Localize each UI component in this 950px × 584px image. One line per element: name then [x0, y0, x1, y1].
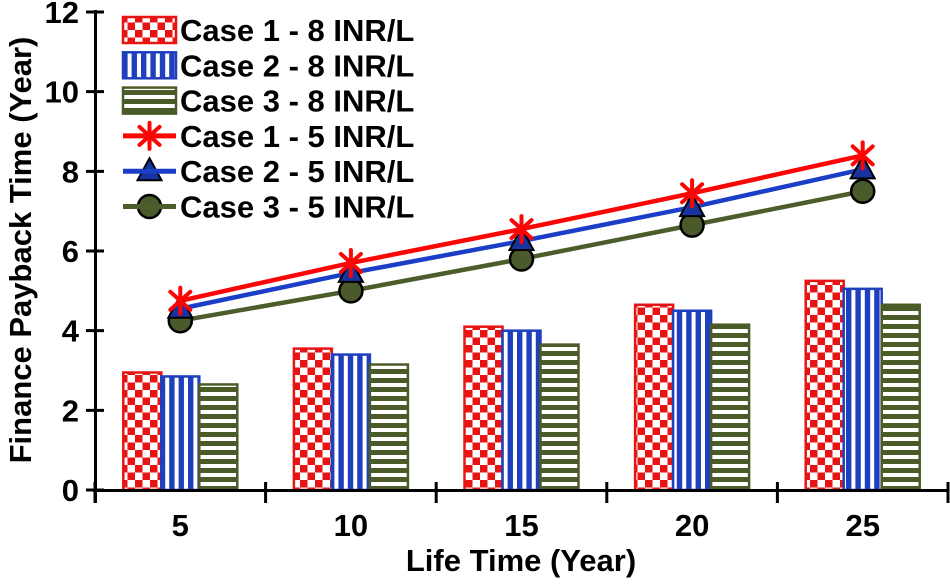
- y-tick-label-12: 12: [45, 0, 79, 30]
- legend-item-case-1-5-inr-l: Case 1 - 5 INR/L: [123, 119, 414, 154]
- y-tick-label-0: 0: [62, 473, 79, 508]
- legend-item-case-2-5-inr-l: Case 2 - 5 INR/L: [123, 154, 414, 189]
- bar-case-3-8-inr-l-lt20: [709, 323, 751, 492]
- y-tick-label-4: 4: [62, 314, 80, 349]
- legend-label-case-3-5-inr-l: Case 3 - 5 INR/L: [180, 190, 414, 225]
- y-tick-label-6: 6: [62, 234, 79, 269]
- marker-asterisk-case-1-5-inr-l-lt5: [168, 285, 193, 316]
- bar-case-1-8-inr-l-lt10: [292, 347, 334, 492]
- x-tick-label-10: 10: [334, 508, 368, 543]
- legend-item-case-3-8-inr-l: Case 3 - 8 INR/L: [121, 84, 414, 119]
- x-tick-label-20: 20: [675, 508, 709, 543]
- asterisk-spoke: [338, 251, 363, 274]
- x-axis-title: Life Time (Year): [405, 543, 637, 578]
- x-tick-label-15: 15: [504, 508, 538, 543]
- bar-case-1-8-inr-l-lt20: [633, 303, 675, 492]
- legend-label-case-1-8-inr-l: Case 1 - 8 INR/L: [180, 13, 414, 48]
- legend-item-case-3-5-inr-l: Case 3 - 5 INR/L: [123, 190, 414, 225]
- bar-case-2-8-inr-l-lt5: [160, 375, 201, 492]
- x-tick-label-5: 5: [172, 508, 189, 543]
- x-tick-label-25: 25: [845, 508, 879, 543]
- marker-asterisk-case-1-5-inr-l-lt25: [850, 140, 875, 171]
- legend-label-case-1-5-inr-l: Case 1 - 5 INR/L: [180, 119, 414, 154]
- bar-case-2-8-inr-l-lt15: [501, 329, 542, 492]
- bar-case-1-8-inr-l-lt15: [463, 325, 504, 492]
- y-axis-title: Finance Payback Time (Year): [3, 36, 38, 464]
- bar-case-3-8-inr-l-lt15: [539, 343, 580, 492]
- y-tick-label-10: 10: [45, 75, 79, 110]
- bar-case-2-8-inr-l-lt10: [330, 353, 372, 492]
- bar-case-1-8-inr-l-lt5: [122, 371, 163, 492]
- bar-case-3-8-inr-l-lt10: [368, 363, 410, 492]
- marker-circle-case-3-5-inr-l-lt25: [849, 178, 876, 204]
- marker-asterisk-case-1-5-inr-l-lt10: [338, 247, 363, 278]
- legend-swatch-checker: [121, 15, 178, 45]
- asterisk-spoke: [680, 182, 705, 205]
- bar-case-2-8-inr-l-lt25: [842, 287, 883, 492]
- bar-case-3-8-inr-l-lt5: [198, 383, 239, 492]
- legend-item-case-2-8-inr-l: Case 2 - 8 INR/L: [121, 48, 414, 83]
- y-tick-label-2: 2: [62, 393, 79, 428]
- asterisk-spoke: [850, 144, 875, 167]
- asterisk-spoke: [168, 289, 193, 312]
- y-tick-label-8: 8: [62, 154, 79, 189]
- legend-swatch-vstripe: [121, 51, 178, 80]
- legend-label-case-3-8-inr-l: Case 3 - 8 INR/L: [180, 84, 414, 119]
- legend-item-case-1-8-inr-l: Case 1 - 8 INR/L: [121, 13, 414, 48]
- marker-asterisk-case-1-5-inr-l-lt20: [680, 178, 705, 209]
- marker-asterisk-case-1-5-inr-l-lt15: [509, 214, 534, 245]
- bar-case-3-8-inr-l-lt25: [880, 303, 921, 492]
- legend-label-case-2-5-inr-l: Case 2 - 5 INR/L: [180, 154, 414, 189]
- bar-case-1-8-inr-l-lt25: [804, 279, 845, 492]
- legend-swatch-hstripe: [121, 86, 178, 115]
- legend-label-case-2-8-inr-l: Case 2 - 8 INR/L: [180, 48, 414, 83]
- bar-case-2-8-inr-l-lt20: [671, 309, 713, 492]
- asterisk-spoke: [509, 218, 534, 241]
